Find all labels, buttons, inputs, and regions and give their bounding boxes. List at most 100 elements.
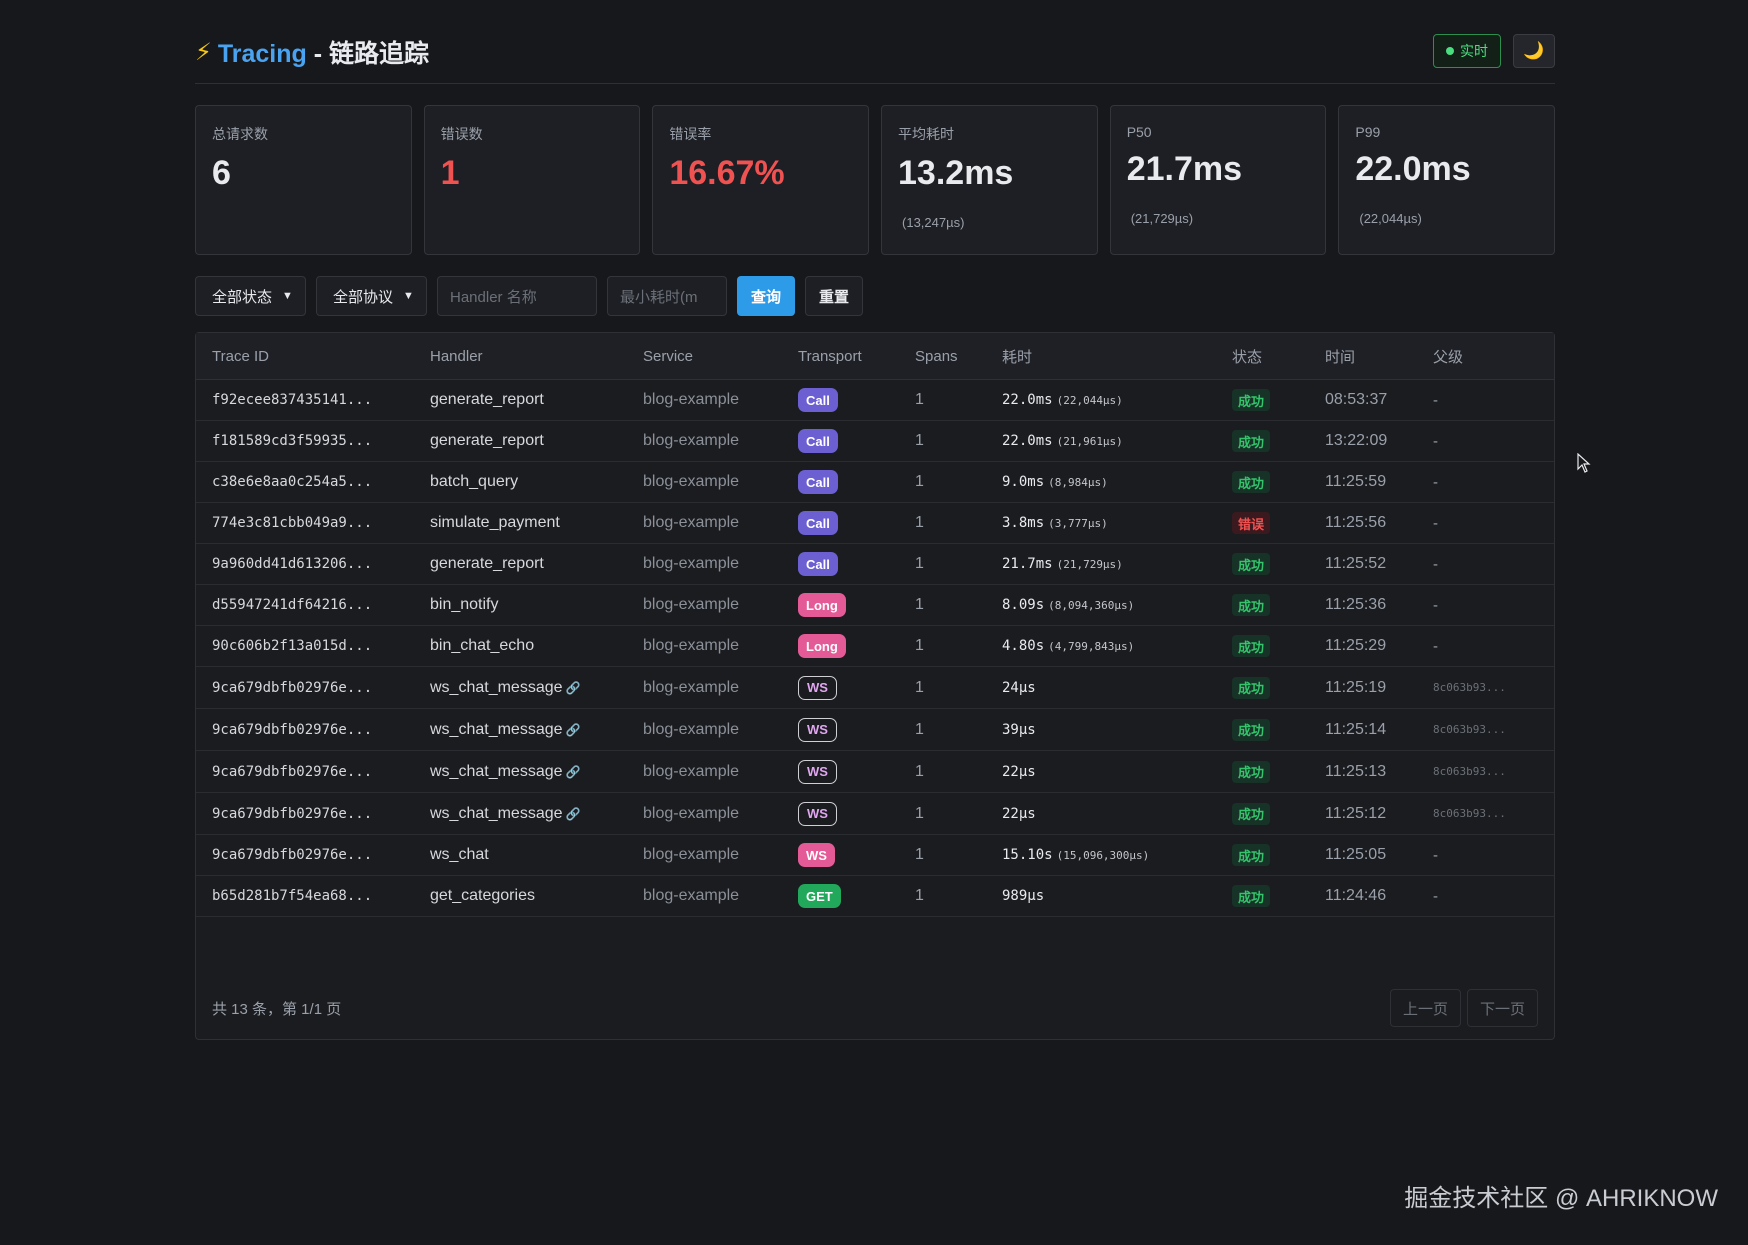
trace-id-cell[interactable]: 90c606b2f13a015d... — [212, 638, 373, 654]
stat-sub: (21,729µs) — [1130, 211, 1194, 226]
link-icon[interactable]: 🔗 — [565, 764, 581, 779]
bolt-icon: ⚡ — [195, 38, 212, 66]
status-badge: 成功 — [1232, 760, 1271, 783]
table-row[interactable]: c38e6e8aa0c254a5... batch_query blog-examp… — [196, 462, 1554, 503]
duration-value: 22µs — [1002, 763, 1036, 780]
chevron-down-icon: ▼ — [403, 290, 414, 302]
trace-id-cell[interactable]: 9ca679dbfb02976e... — [212, 847, 373, 863]
table-row[interactable]: f181589cd3f59935... generate_report blog-e… — [196, 421, 1554, 462]
parent-cell: - — [1433, 514, 1438, 532]
trace-id-cell[interactable]: 9ca679dbfb02976e... — [212, 763, 373, 780]
duration-us: (8,094,360µs) — [1048, 599, 1135, 612]
duration-cell: 989µs — [1002, 888, 1232, 904]
table-row[interactable]: 9ca679dbfb02976e... ws_chat_message 🔗 blog-… — [196, 667, 1554, 709]
parent-cell: - — [1433, 887, 1438, 905]
table-body: f92ecee837435141... generate_report blog-e… — [196, 380, 1554, 917]
duration-cell: 22µs — [1002, 764, 1232, 780]
duration-value: 9.0ms — [1002, 474, 1045, 490]
status-cell: 成功 — [1232, 760, 1325, 783]
table-row[interactable]: b65d281b7f54ea68... get_categories blog-ex… — [196, 876, 1554, 917]
time-cell: 11:25:14 — [1325, 720, 1387, 738]
handler-cell: generate_report — [430, 391, 643, 409]
trace-id-cell[interactable]: 774e3c81cbb049a9... — [212, 515, 373, 531]
status-cell: 成功 — [1232, 844, 1325, 866]
handler-cell: batch_query — [430, 473, 643, 491]
pagination-info: 共 13 条，第 1/1 页 — [212, 1000, 342, 1018]
handler-cell: generate_report — [430, 432, 643, 450]
trace-id-cell[interactable]: d55947241df64216... — [212, 597, 373, 613]
handler-cell: bin_chat_echo — [430, 637, 643, 655]
duration-value: 22.0ms — [1002, 433, 1053, 449]
service-cell: blog-example — [643, 555, 740, 572]
table-row[interactable]: f92ecee837435141... generate_report blog-e… — [196, 380, 1554, 421]
transport-badge: Long — [798, 593, 846, 617]
transport-badge: Call — [798, 511, 838, 535]
table-row[interactable]: 9ca679dbfb02976e... ws_chat_message 🔗 blog-… — [196, 793, 1554, 835]
prev-page-button[interactable]: 上一页 — [1389, 989, 1461, 1027]
time-cell: 11:25:19 — [1325, 678, 1387, 696]
table-row[interactable]: d55947241df64216... bin_notify blog-exampl… — [196, 585, 1554, 626]
next-page-button[interactable]: 下一页 — [1466, 989, 1538, 1027]
column-header: Handler — [430, 347, 483, 365]
chevron-down-icon: ▼ — [282, 290, 293, 302]
spans-cell: 1 — [915, 555, 924, 572]
parent-cell[interactable]: 8c063b93... — [1433, 765, 1506, 778]
handler-cell: generate_report — [430, 555, 643, 573]
table-row[interactable]: 9a960dd41d613206... generate_report blog-e… — [196, 544, 1554, 585]
service-cell: blog-example — [643, 762, 740, 780]
status-cell: 成功 — [1232, 885, 1325, 907]
trace-id-cell[interactable]: c38e6e8aa0c254a5... — [212, 474, 373, 490]
spans-cell: 1 — [915, 637, 924, 654]
table-row[interactable]: 9ca679dbfb02976e... ws_chat_message 🔗 blog-… — [196, 709, 1554, 751]
table-row[interactable]: 90c606b2f13a015d... bin_chat_echo blog-exa… — [196, 626, 1554, 667]
trace-id-cell[interactable]: b65d281b7f54ea68... — [212, 888, 373, 904]
trace-id-cell[interactable]: 9ca679dbfb02976e... — [212, 679, 373, 696]
duration-cell: 3.8ms (3,777µs) — [1002, 515, 1232, 531]
parent-cell[interactable]: 8c063b93... — [1433, 723, 1506, 736]
live-toggle-button[interactable]: 实时 — [1433, 34, 1501, 68]
min-duration-input[interactable]: 最小耗时(m — [607, 276, 727, 316]
parent-cell: - — [1433, 555, 1438, 573]
time-cell: 11:25:36 — [1325, 596, 1387, 613]
column-header: 状态 — [1232, 348, 1263, 366]
time-cell: 13:22:09 — [1325, 432, 1388, 449]
handler-cell: ws_chat_message 🔗 — [430, 679, 643, 697]
service-cell: blog-example — [643, 678, 740, 696]
trace-id-cell[interactable]: 9ca679dbfb02976e... — [212, 721, 373, 738]
handler-name: batch_query — [430, 473, 519, 490]
column-header: Transport — [798, 347, 862, 365]
column-header: Trace ID — [212, 347, 269, 365]
status-badge: 成功 — [1232, 471, 1271, 493]
live-label: 实时 — [1460, 43, 1488, 59]
status-badge: 成功 — [1232, 885, 1271, 907]
trace-id-cell[interactable]: 9ca679dbfb02976e... — [212, 805, 373, 822]
link-icon[interactable]: 🔗 — [565, 680, 581, 695]
status-badge: 成功 — [1232, 635, 1271, 657]
parent-cell[interactable]: 8c063b93... — [1433, 681, 1506, 694]
protocol-select[interactable]: 全部协议 ▼ — [316, 276, 427, 316]
status-select[interactable]: 全部状态 ▼ — [195, 276, 306, 316]
table-row[interactable]: 774e3c81cbb049a9... simulate_payment blog-… — [196, 503, 1554, 544]
transport-badge: WS — [798, 717, 837, 742]
query-button[interactable]: 查询 — [737, 276, 795, 316]
transport-cell: Call — [798, 552, 915, 576]
reset-button[interactable]: 重置 — [805, 276, 863, 316]
service-cell: blog-example — [643, 514, 740, 531]
duration-cell: 24µs — [1002, 680, 1232, 696]
table-row[interactable]: 9ca679dbfb02976e... ws_chat_message 🔗 blog-… — [196, 751, 1554, 793]
link-icon[interactable]: 🔗 — [565, 806, 581, 821]
service-cell: blog-example — [643, 720, 740, 738]
trace-id-cell[interactable]: f181589cd3f59935... — [212, 433, 373, 449]
trace-id-cell[interactable]: 9a960dd41d613206... — [212, 556, 373, 572]
stat-card: 错误数 1 — [423, 105, 641, 255]
table-row[interactable]: 9ca679dbfb02976e... ws_chat blog-example WS… — [196, 835, 1554, 876]
status-select-value: 全部状态 — [212, 288, 273, 306]
trace-id-cell[interactable]: f92ecee837435141... — [212, 392, 373, 408]
handler-name-input[interactable]: Handler 名称 — [437, 276, 597, 316]
duration-cell: 8.09s (8,094,360µs) — [1002, 597, 1232, 613]
parent-cell[interactable]: 8c063b93... — [1433, 807, 1506, 820]
transport-cell: Call — [798, 470, 915, 494]
theme-toggle-button[interactable]: 🌙 — [1513, 34, 1555, 68]
duration-cell: 22.0ms (22,044µs) — [1002, 392, 1232, 408]
link-icon[interactable]: 🔗 — [565, 722, 581, 737]
